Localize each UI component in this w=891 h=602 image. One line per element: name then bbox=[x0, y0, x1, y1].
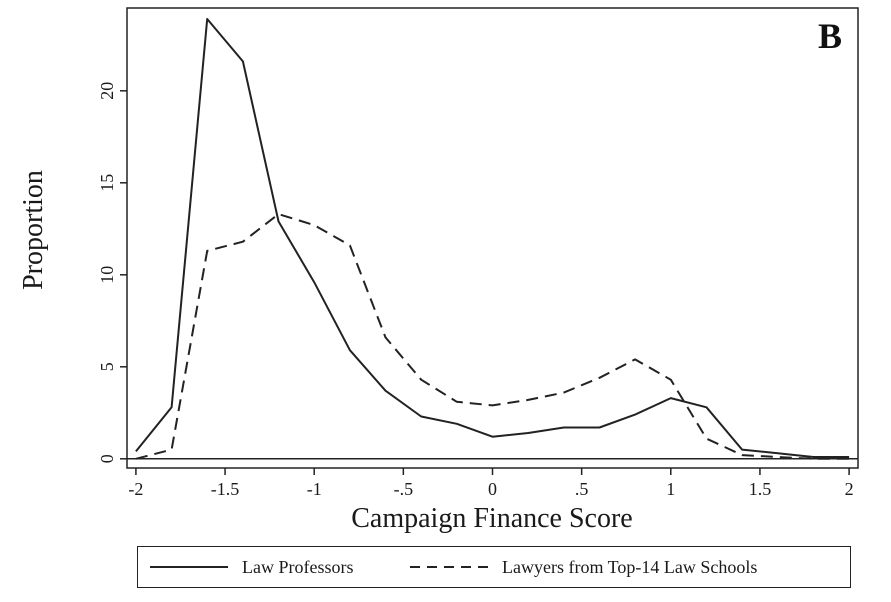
y-axis-title: Proportion bbox=[18, 170, 49, 290]
legend-item-lawyers-top14: Lawyers from Top-14 Law Schools bbox=[410, 547, 757, 587]
x-axis-title: Campaign Finance Score bbox=[351, 503, 632, 534]
x-tick-label-4: 0 bbox=[488, 479, 497, 499]
y-tick-label-1: 5 bbox=[97, 362, 117, 371]
x-tick-label-1: -1.5 bbox=[211, 479, 240, 499]
series-line-lawyers-top14 bbox=[135, 213, 850, 460]
y-tick-label-0: 0 bbox=[97, 454, 117, 463]
x-tick-label-8: 2 bbox=[845, 479, 854, 499]
plot-frame bbox=[126, 7, 859, 469]
y-tick-label-2: 10 bbox=[97, 266, 117, 284]
x-tick-label-6: 1 bbox=[666, 479, 675, 499]
x-tick-label-7: 1.5 bbox=[749, 479, 772, 499]
x-tick-label-0: -2 bbox=[128, 479, 143, 499]
legend-label-law-professors: Law Professors bbox=[242, 556, 354, 577]
series-line-law-professors bbox=[135, 18, 850, 458]
legend-label-lawyers-top14: Lawyers from Top-14 Law Schools bbox=[502, 556, 758, 577]
x-tick-label-5: .5 bbox=[575, 479, 589, 499]
legend-item-law-professors: Law Professors bbox=[150, 547, 353, 587]
legend-swatch-solid bbox=[150, 566, 228, 568]
y-tick-label-4: 20 bbox=[97, 82, 117, 100]
x-tick-label-2: -1 bbox=[307, 479, 322, 499]
y-tick-label-3: 15 bbox=[97, 174, 117, 192]
panel-letter: B bbox=[818, 16, 842, 56]
x-tick-label-3: -.5 bbox=[394, 479, 414, 499]
legend: Law Professors Lawyers from Top-14 Law S… bbox=[137, 546, 851, 588]
legend-swatch-dashed bbox=[410, 566, 488, 568]
